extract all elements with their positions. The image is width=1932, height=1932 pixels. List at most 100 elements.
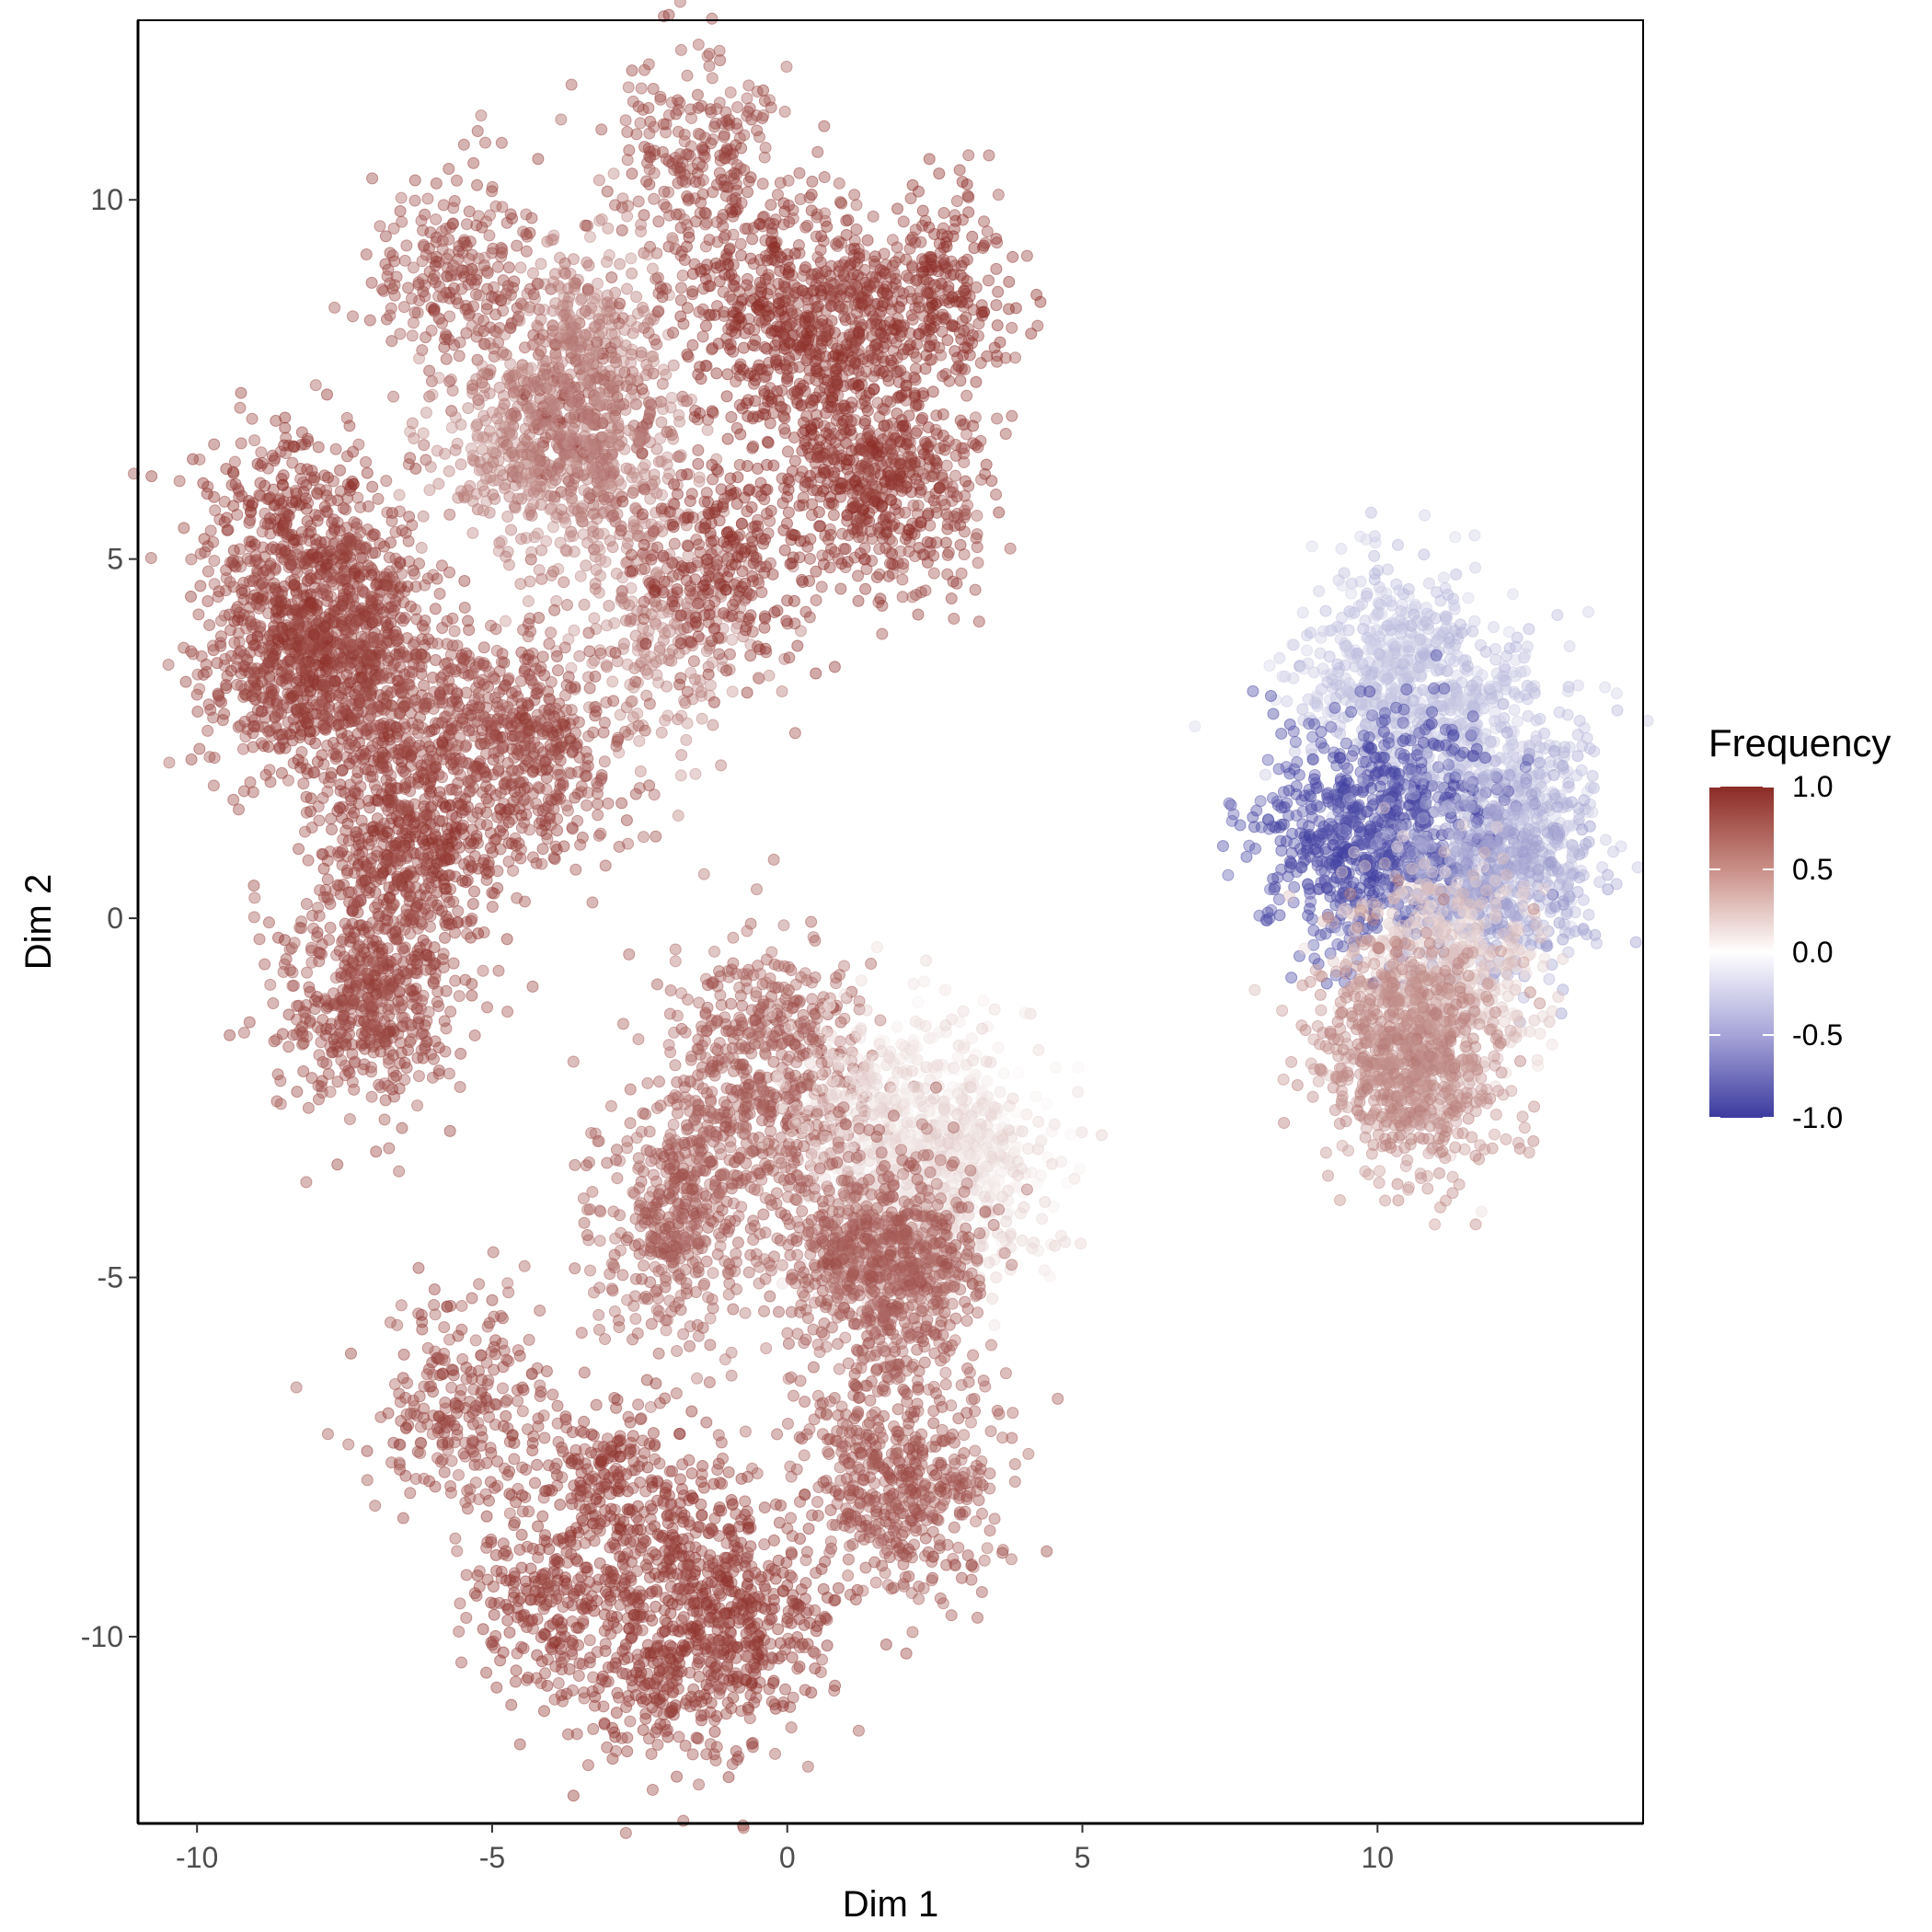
- data-point: [960, 275, 973, 288]
- data-point: [719, 583, 732, 596]
- data-point: [859, 445, 872, 458]
- data-point: [721, 432, 734, 445]
- data-point: [696, 580, 709, 592]
- data-point: [194, 580, 207, 592]
- data-point: [643, 163, 656, 176]
- data-point: [849, 355, 862, 368]
- data-point: [650, 338, 663, 351]
- data-point: [236, 587, 248, 600]
- data-point: [636, 383, 649, 396]
- data-point: [311, 514, 324, 527]
- data-point: [828, 428, 841, 441]
- data-point: [891, 407, 903, 420]
- data-point: [643, 127, 656, 140]
- data-point: [605, 478, 618, 491]
- data-point: [631, 707, 644, 720]
- data-point: [540, 535, 553, 547]
- data-point: [668, 477, 681, 490]
- data-point: [747, 440, 760, 453]
- data-point: [881, 289, 894, 302]
- data-point: [449, 411, 462, 424]
- data-point: [834, 290, 846, 303]
- data-point: [293, 674, 306, 687]
- data-point: [453, 350, 466, 362]
- data-point: [575, 307, 588, 320]
- data-point: [896, 420, 909, 433]
- data-point: [202, 698, 215, 711]
- data-point: [436, 235, 449, 247]
- data-point: [226, 466, 239, 478]
- data-point: [673, 0, 686, 8]
- data-point: [513, 314, 526, 327]
- data-point: [595, 467, 608, 480]
- data-point: [615, 524, 627, 537]
- data-point: [523, 428, 536, 441]
- data-point: [821, 220, 834, 233]
- data-point: [917, 273, 930, 286]
- data-point: [703, 60, 716, 73]
- data-point: [758, 567, 771, 580]
- data-point: [651, 305, 664, 318]
- data-point: [413, 352, 426, 365]
- data-point: [201, 724, 214, 737]
- data-point: [703, 599, 716, 612]
- data-point: [910, 473, 923, 486]
- data-point: [663, 209, 676, 222]
- data-point: [844, 284, 857, 297]
- data-point: [908, 456, 921, 469]
- data-point: [472, 398, 485, 411]
- data-point: [279, 421, 292, 434]
- data-point: [387, 390, 400, 403]
- data-point: [811, 301, 823, 314]
- data-point: [408, 194, 421, 207]
- data-point: [555, 113, 568, 126]
- data-point: [804, 533, 817, 546]
- data-point: [730, 306, 742, 319]
- data-point: [576, 292, 589, 305]
- data-point: [948, 320, 960, 333]
- data-point: [259, 517, 271, 530]
- data-point: [650, 656, 662, 669]
- data-point: [810, 364, 822, 377]
- data-point: [616, 192, 629, 205]
- data-point: [325, 494, 338, 507]
- data-point: [360, 248, 373, 261]
- data-point: [404, 600, 417, 613]
- data-point: [309, 379, 322, 392]
- data-point: [696, 330, 709, 343]
- data-point: [954, 374, 967, 387]
- data-point: [930, 409, 943, 422]
- data-point: [439, 447, 452, 460]
- data-point: [207, 535, 220, 548]
- data-point: [842, 213, 855, 226]
- data-point: [696, 712, 708, 725]
- data-point: [654, 432, 667, 445]
- data-point: [193, 742, 206, 755]
- data-point: [291, 616, 304, 629]
- data-point: [483, 229, 496, 242]
- data-point: [234, 401, 247, 414]
- data-point: [145, 470, 158, 483]
- data-point: [737, 341, 750, 354]
- data-point: [962, 149, 975, 162]
- data-point: [933, 167, 946, 180]
- data-point: [479, 136, 492, 149]
- data-point: [667, 327, 680, 339]
- data-point: [666, 557, 679, 569]
- data-point: [845, 401, 857, 414]
- data-point: [681, 69, 694, 82]
- data-point: [699, 517, 712, 530]
- data-point: [684, 667, 697, 680]
- data-point: [764, 382, 776, 395]
- data-point: [288, 579, 301, 592]
- data-point: [783, 215, 796, 228]
- data-point: [834, 477, 846, 489]
- data-point: [786, 528, 799, 541]
- data-point: [681, 717, 694, 730]
- data-point: [387, 222, 400, 235]
- data-point: [993, 506, 1006, 519]
- data-point: [397, 301, 410, 314]
- data-point: [361, 466, 374, 479]
- data-point: [983, 149, 995, 162]
- data-point: [270, 612, 282, 625]
